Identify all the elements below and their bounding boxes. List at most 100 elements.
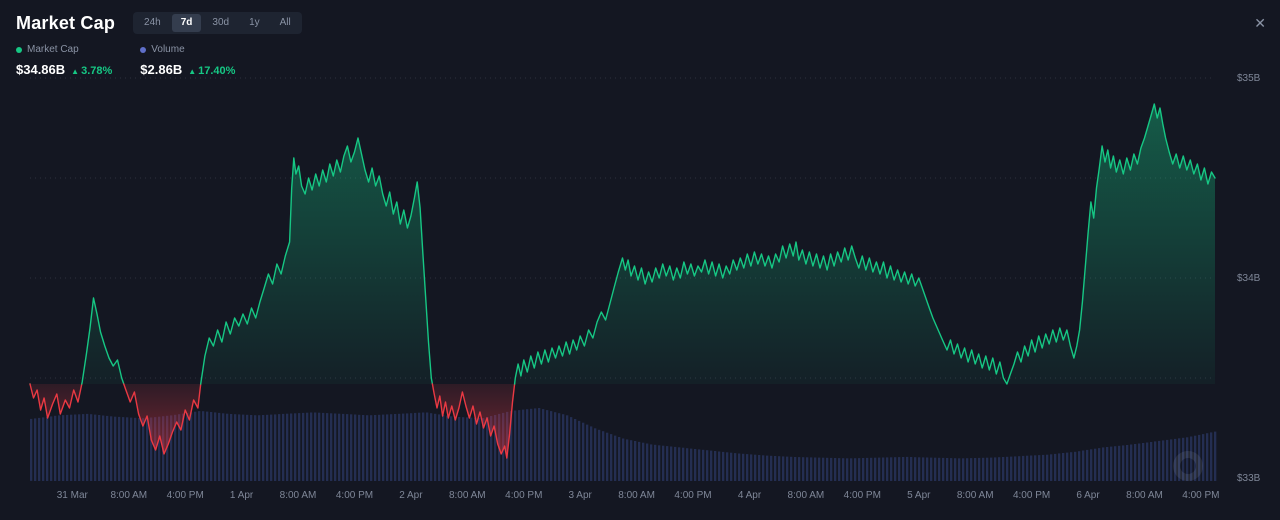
volume-bar	[986, 457, 989, 481]
x-axis-label: 8:00 AM	[449, 490, 486, 501]
volume-bar	[914, 457, 917, 481]
volume-legend-label: Volume	[151, 44, 185, 55]
volume-bar	[1126, 445, 1129, 481]
market-cap-change: ▲ 3.78%	[71, 65, 112, 77]
volume-bar	[1158, 440, 1161, 481]
volume-bar	[642, 442, 645, 481]
up-arrow-icon: ▲	[188, 67, 197, 76]
volume-bar	[606, 432, 609, 481]
volume-bar	[250, 415, 253, 481]
volume-bar	[950, 458, 953, 481]
volume-bar	[982, 457, 985, 481]
volume-bar	[434, 413, 437, 481]
volume-bar	[766, 455, 769, 481]
volume-bar	[654, 444, 657, 481]
volume-bar	[130, 417, 133, 481]
market-cap-line-down	[123, 383, 202, 455]
volume-bar	[946, 458, 949, 481]
tab-24h[interactable]: 24h	[135, 14, 170, 32]
volume-legend-dot-icon	[140, 46, 147, 53]
volume-bar	[134, 417, 137, 481]
volume-bar	[242, 414, 245, 481]
market-cap-area-up	[514, 104, 1215, 384]
volume-change: ▲ 17.40%	[188, 65, 235, 77]
volume-bar	[1190, 436, 1193, 481]
volume-bar	[82, 414, 85, 481]
volume-bar	[538, 408, 541, 481]
volume-bar	[150, 417, 153, 481]
volume-bar	[110, 416, 113, 481]
volume-bar	[1206, 433, 1209, 481]
volume-bar	[926, 457, 929, 481]
volume-bar	[1010, 456, 1013, 481]
volume-bar	[1046, 454, 1049, 481]
volume-bar	[294, 413, 297, 481]
volume-bar	[734, 453, 737, 481]
volume-bars	[30, 408, 1217, 481]
volume-bar	[726, 452, 729, 481]
tab-30d[interactable]: 30d	[203, 14, 238, 32]
volume-bar	[74, 414, 77, 481]
volume-bar	[890, 457, 893, 481]
volume-bar	[1162, 440, 1165, 481]
close-icon[interactable]: ✕	[1254, 15, 1266, 31]
market-cap-area-down	[432, 384, 515, 458]
y-axis-label: $33B	[1237, 473, 1261, 484]
volume-bar	[802, 457, 805, 481]
tab-all[interactable]: All	[271, 14, 300, 32]
market-cap-line-down	[431, 383, 516, 459]
volume-bar	[1134, 444, 1137, 481]
volume-bar	[194, 411, 197, 481]
volume-bar	[406, 413, 409, 481]
market-cap-area-down	[123, 384, 201, 454]
volume-bar	[678, 447, 681, 481]
tab-7d[interactable]: 7d	[171, 14, 202, 32]
volume-bar	[1194, 435, 1197, 481]
volume-bar	[122, 417, 125, 481]
volume-bar	[774, 456, 777, 481]
market-cap-line-down	[29, 383, 83, 419]
volume-bar	[698, 449, 701, 481]
volume-bar	[938, 457, 941, 481]
volume-bar	[454, 416, 457, 481]
volume-bar	[390, 414, 393, 481]
volume-bar	[446, 415, 449, 481]
volume-bar	[666, 446, 669, 481]
volume-bar	[754, 454, 757, 481]
volume-bar	[974, 458, 977, 481]
tab-1y[interactable]: 1y	[240, 14, 269, 32]
volume-bar	[994, 457, 997, 481]
y-axis-label: $34B	[1237, 273, 1261, 284]
volume-bar	[1170, 439, 1173, 481]
volume-bar	[638, 441, 641, 481]
volume-bar	[934, 457, 937, 481]
volume-bar	[334, 413, 337, 481]
volume-bar	[418, 412, 421, 481]
volume-bar	[514, 410, 517, 481]
volume-bar	[570, 417, 573, 481]
volume-bar	[46, 416, 49, 481]
volume-bar	[954, 458, 957, 481]
volume-bar	[326, 413, 329, 481]
volume-bar	[1050, 454, 1053, 481]
volume-bar	[930, 457, 933, 481]
volume-bar	[394, 414, 397, 481]
y-axis: $35B $34B $33B	[1237, 73, 1261, 484]
volume-bar	[338, 413, 341, 481]
volume-bar	[838, 458, 841, 481]
volume-bar	[898, 457, 901, 481]
volume-value: $2.86B	[140, 62, 183, 77]
volume-bar	[546, 410, 549, 481]
volume-bar	[782, 456, 785, 481]
volume-bar	[190, 412, 193, 481]
market-cap-value: $34.86B	[16, 62, 66, 77]
volume-bar	[998, 457, 1001, 481]
volume-bar	[1030, 455, 1033, 481]
volume-bar	[850, 458, 853, 481]
volume-bar	[942, 457, 945, 481]
volume-bar	[1002, 457, 1005, 481]
volume-bar	[482, 418, 485, 481]
volume-bar	[54, 415, 57, 481]
volume-bar	[42, 417, 45, 481]
